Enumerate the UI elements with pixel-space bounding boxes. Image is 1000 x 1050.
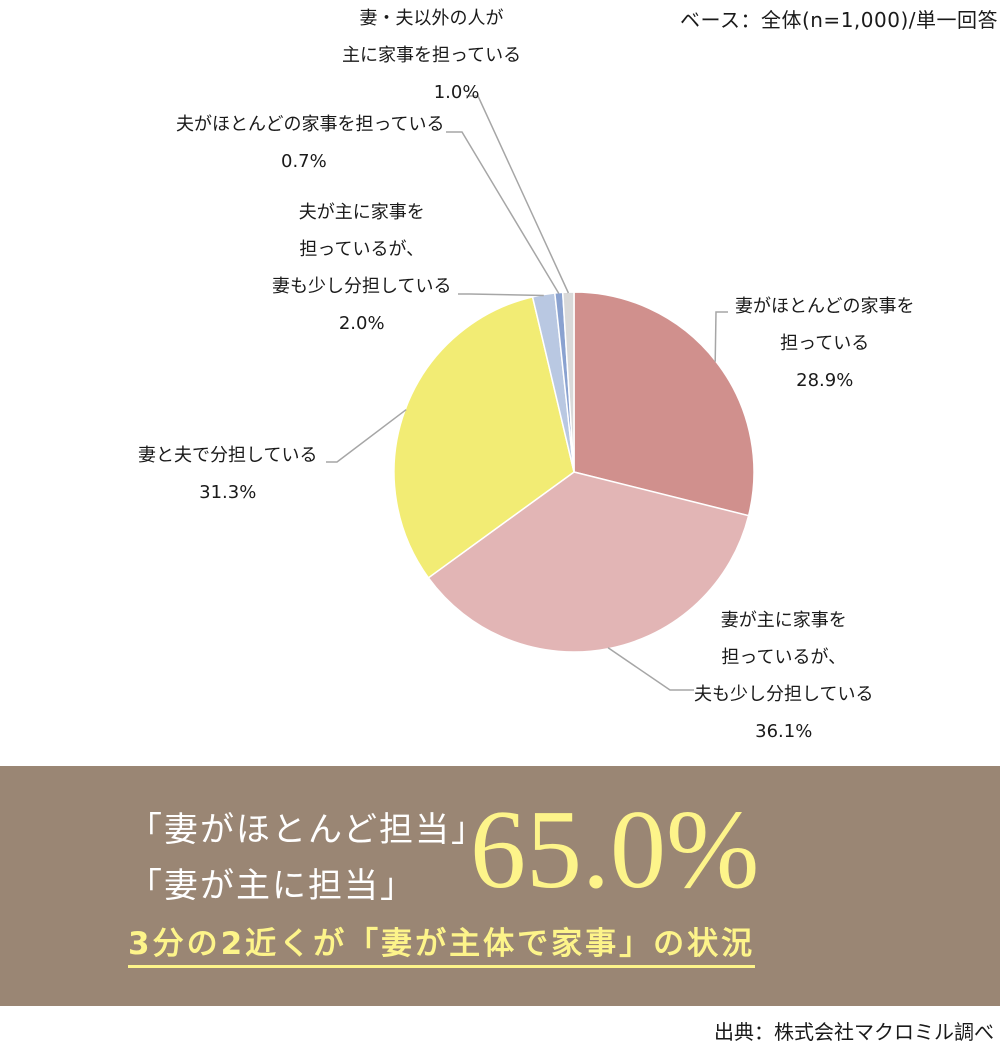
slice-value-label: 0.7% xyxy=(281,151,327,172)
leader-line xyxy=(458,293,544,297)
slice-label-husband-main: 夫が主に家事を 担っているが、 妻も少し分担している 2.0% xyxy=(272,194,451,342)
slice-label-wife-main: 妻が主に家事を 担っているが、 夫も少し分担している 36.1% xyxy=(694,602,873,750)
slice-label-line: 妻も少し分担している xyxy=(272,276,452,297)
slice-value-label: 1.0% xyxy=(433,82,480,103)
pie-chart xyxy=(326,95,755,691)
leader-line xyxy=(714,311,728,362)
slice-label-line: 妻と夫で分担している xyxy=(138,445,318,466)
leader-line xyxy=(446,131,560,294)
slice-label-line: 妻・夫以外の人が xyxy=(359,8,504,29)
leader-line xyxy=(607,647,694,691)
slice-value-label: 28.9% xyxy=(796,370,854,391)
slice-label-line: 担っているが、 xyxy=(299,239,425,260)
leader-line xyxy=(466,95,570,294)
slice-label-shared: 妻と夫で分担している 31.3% xyxy=(138,437,317,511)
slice-label-line: 夫がほとんどの家事を担っている xyxy=(176,114,445,135)
base-note: ベース：全体(n=1,000)/単一回答 xyxy=(679,8,998,32)
slice-label-line: 夫が主に家事を xyxy=(298,202,425,223)
summary-quote-wife-mostly: 「妻がほとんど担当」 xyxy=(128,810,487,850)
slice-value-label: 31.3% xyxy=(199,482,257,503)
slice-label-line: 担っている xyxy=(780,333,870,354)
slice-label-husband-mostly: 夫がほとんどの家事を担っている 0.7% xyxy=(176,106,445,180)
summary-band: 「妻がほとんど担当」 「妻が主に担当」 65.0% 3分の2近くが「妻が主体で家… xyxy=(0,766,1000,1006)
source-note: 出典：株式会社マクロミル調べ xyxy=(714,1020,994,1044)
summary-quote-wife-main: 「妻が主に担当」 xyxy=(128,866,416,906)
slice-label-line: 担っているが、 xyxy=(721,647,847,668)
chart-area: ベース：全体(n=1,000)/単一回答 妻がほとんどの家事を 担っている 28… xyxy=(138,0,998,750)
leader-line xyxy=(326,409,407,463)
slice-label-line: 主に家事を担っている xyxy=(342,45,522,66)
slice-label-line: 妻が主に家事を xyxy=(720,610,847,631)
slice-value-label: 36.1% xyxy=(755,721,813,742)
slice-value-label: 2.0% xyxy=(338,313,385,334)
slice-label-line: 夫も少し分担している xyxy=(694,684,874,705)
summary-big-number: 65.0% xyxy=(470,788,760,912)
slice-label-line: 妻がほとんどの家事を xyxy=(735,296,915,317)
summary-highlight: 3分の2近くが「妻が主体で家事」の状況 xyxy=(128,918,756,968)
slice-label-wife-mostly: 妻がほとんどの家事を 担っている 28.9% xyxy=(735,288,914,399)
slice-label-others: 妻・夫以外の人が 主に家事を担っている 1.0% xyxy=(342,0,521,111)
